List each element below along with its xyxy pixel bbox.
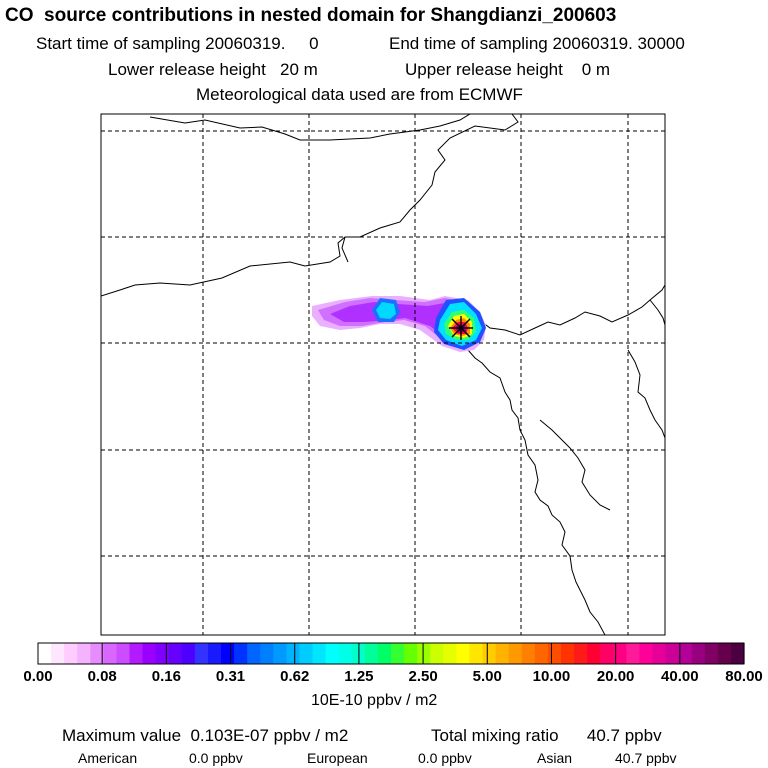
colorbar-swatch [508, 643, 523, 664]
colorbar-tick-label: 40.00 [661, 668, 699, 685]
colorbar-swatch [613, 643, 627, 664]
colorbar-swatch [534, 643, 549, 664]
colorbar-swatch [639, 643, 654, 664]
maximum-value: Maximum value 0.103E-07 ppbv / m2 [62, 726, 349, 745]
colorbar-swatch [574, 643, 588, 664]
asian-label: Asian [537, 750, 573, 766]
colorbar-swatch [221, 643, 235, 664]
colorbar-swatch [51, 643, 65, 664]
colorbar-swatch [64, 643, 78, 664]
colorbar-swatch [325, 643, 340, 664]
colorbar-swatch [247, 643, 261, 664]
colorbar-swatch [665, 643, 680, 664]
colorbar-swatch [273, 643, 287, 664]
colorbar-frame [37, 642, 745, 665]
colorbar-swatch [691, 643, 706, 664]
colorbar-swatch [364, 643, 379, 664]
colorbar-swatch [299, 643, 314, 664]
colorbar-tick-label: 0.31 [215, 668, 246, 685]
concentration-plume [312, 296, 486, 352]
end-time: End time of sampling 20060319. 30000 [389, 34, 685, 53]
colorbar-swatch [312, 643, 327, 664]
colorbar-tick-label: 0.62 [280, 668, 310, 685]
european-value: 0.0 ppbv [418, 750, 472, 766]
colorbar-swatch [103, 643, 118, 664]
colorbar-swatch [90, 643, 104, 664]
total-mixing-ratio: Total mixing ratio 40.7 ppbv [431, 726, 662, 745]
colorbar-swatch [469, 643, 484, 664]
colorbar-swatch [626, 643, 640, 664]
colorbar-tick-label: 10.00 [532, 668, 571, 685]
colorbar-swatch [717, 643, 732, 664]
colorbar-swatch [547, 643, 562, 664]
colorbar-swatch [155, 643, 170, 664]
colorbar-swatch [652, 643, 667, 664]
colorbar-tick-label: 0.08 [87, 668, 117, 685]
grid-lines [101, 114, 665, 635]
colorbar-swatch [443, 643, 457, 664]
lower-release-height: Lower release height 20 m [108, 60, 318, 79]
meteorological-source: Meteorological data used are from ECMWF [196, 85, 523, 104]
colorbar-swatch [77, 643, 91, 664]
colorbar-swatch [495, 643, 510, 664]
colorbar-swatch [704, 643, 719, 664]
colorbar-swatch [391, 643, 405, 664]
colorbar-swatch [129, 643, 144, 664]
colorbar-swatch [482, 643, 497, 664]
colorbar-swatch [417, 643, 431, 664]
colorbar-swatch [560, 643, 575, 664]
colorbar-swatch [194, 643, 209, 664]
colorbar-swatch [116, 643, 131, 664]
colorbar-swatch [377, 643, 392, 664]
colorbar-swatch [521, 643, 536, 664]
colorbar-swatch [338, 643, 353, 664]
colorbar-swatch [456, 643, 471, 664]
colorbar-swatch [142, 643, 157, 664]
american-label: American [78, 750, 138, 766]
colorbar-units: 10E-10 ppbv / m2 [311, 692, 438, 709]
colorbar-tick-label: 20.00 [596, 668, 635, 685]
colorbar-swatch [730, 643, 745, 664]
colorbar-swatch [260, 643, 274, 664]
colorbar-swatch [286, 643, 301, 664]
colorbar-swatch [207, 643, 222, 664]
plot-title: CO source contributions in nested domain… [5, 5, 617, 26]
colorbar-swatch [678, 643, 693, 664]
colorbar-tick-label: 0.00 [23, 668, 53, 685]
colorbar-swatch [404, 643, 418, 664]
colorbar-swatch [168, 643, 183, 664]
colorbar-swatch [600, 643, 614, 664]
colorbar-swatch [430, 643, 444, 664]
colorbar-swatch [234, 643, 248, 664]
upper-release-height: Upper release height 0 m [405, 60, 611, 79]
american-value: 0.0 ppbv [189, 750, 243, 766]
asian-value: 40.7 ppbv [615, 750, 677, 766]
european-label: European [307, 750, 368, 766]
colorbar-tick-label: 5.00 [472, 668, 502, 685]
star-icon [449, 316, 473, 340]
start-time: Start time of sampling 20060319. 0 [36, 34, 319, 53]
colorbar-swatch [587, 643, 601, 664]
map-frame [100, 113, 666, 636]
colorbar-tick-label: 80.00 [725, 668, 763, 685]
colorbar-tick-label: 2.50 [408, 668, 438, 685]
colorbar-swatch [181, 643, 196, 664]
colorbar-tick-label: 0.16 [151, 668, 181, 685]
colorbar-tick-label: 1.25 [344, 668, 374, 685]
colorbar-swatch [38, 643, 52, 664]
